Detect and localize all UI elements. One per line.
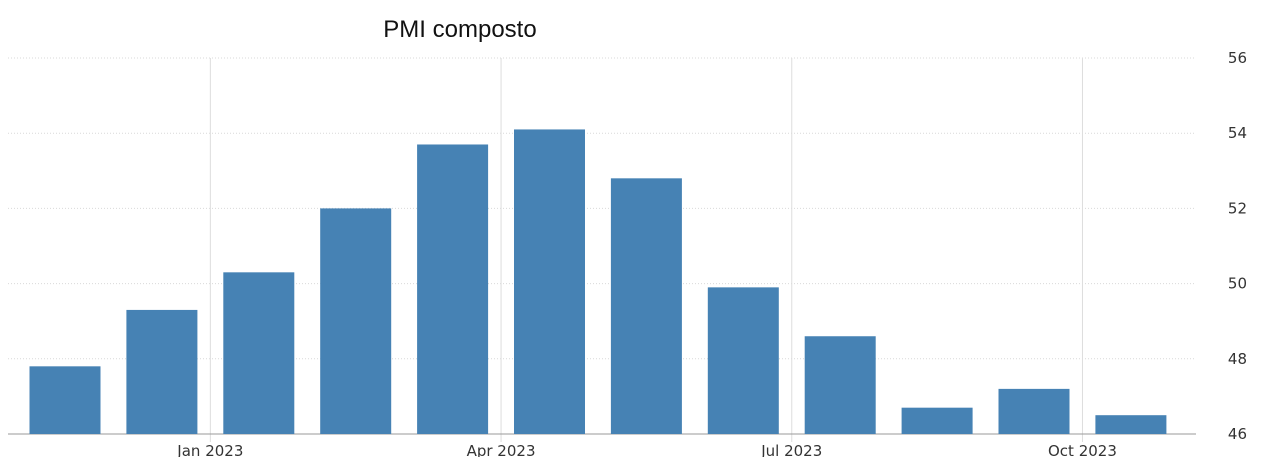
bars xyxy=(29,129,1167,435)
bar[interactable] xyxy=(707,287,779,434)
x-tick-label: Oct 2023 xyxy=(1048,442,1117,457)
y-tick-label: 52 xyxy=(1228,199,1247,217)
bar[interactable] xyxy=(901,407,973,434)
grid-lines xyxy=(8,57,1196,442)
bar[interactable] xyxy=(514,129,585,434)
x-axis-ticks: Jan 2023 Apr 2023 Jul 2023 Oct 2023 xyxy=(176,442,1117,457)
x-tick-label: Jul 2023 xyxy=(760,442,822,457)
bar[interactable] xyxy=(610,178,682,434)
y-tick-label: 50 xyxy=(1228,275,1247,293)
y-tick-label: 48 xyxy=(1228,350,1247,368)
bar[interactable] xyxy=(320,208,392,434)
bar[interactable] xyxy=(126,309,198,434)
bar[interactable] xyxy=(998,388,1070,434)
bar[interactable] xyxy=(804,336,876,434)
bar[interactable] xyxy=(223,272,295,434)
bar[interactable] xyxy=(1095,415,1167,434)
y-axis-ticks: 46 48 50 52 54 56 xyxy=(1228,49,1247,443)
bar[interactable] xyxy=(29,366,101,434)
x-tick-label: Jan 2023 xyxy=(176,442,243,457)
bar[interactable] xyxy=(417,144,489,435)
y-tick-label: 54 xyxy=(1228,124,1247,142)
y-tick-label: 56 xyxy=(1228,49,1247,67)
x-tick-label: Apr 2023 xyxy=(467,442,536,457)
chart-title: PMI composto xyxy=(383,16,536,43)
y-tick-label: 46 xyxy=(1228,425,1247,443)
